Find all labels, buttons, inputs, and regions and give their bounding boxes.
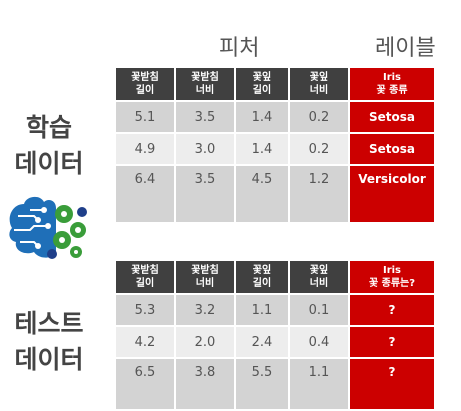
column-header: 꽃받침 길이 bbox=[116, 261, 174, 293]
label-cell: Versicolor bbox=[350, 166, 434, 222]
table-cell: 4.5 bbox=[236, 166, 288, 222]
table-cell: 5.1 bbox=[116, 102, 174, 132]
test-table: 꽃받침 길이 꽃받침 너비 꽃잎 길이 꽃잎 너비 Iris 꽃 종류는? 5.3 3.2… bbox=[114, 259, 436, 411]
label-cell: Setosa bbox=[350, 134, 434, 164]
table-cell: 5.3 bbox=[116, 295, 174, 325]
table-cell: 4.9 bbox=[116, 134, 174, 164]
brain-gears-icon bbox=[9, 196, 87, 259]
table-row: 5.1 3.5 1.4 0.2 Setosa bbox=[116, 102, 434, 132]
table-cell: 0.2 bbox=[290, 134, 348, 164]
training-header-row: 꽃받침 길이 꽃받침 너비 꽃잎 길이 꽃잎 너비 Iris 꽃 종류 bbox=[116, 68, 434, 100]
label-cell: ? bbox=[350, 295, 434, 325]
table-cell: 6.4 bbox=[116, 166, 174, 222]
table-cell: 2.4 bbox=[236, 327, 288, 357]
table-row: 4.9 3.0 1.4 0.2 Setosa bbox=[116, 134, 434, 164]
table-cell: 5.5 bbox=[236, 359, 288, 409]
table-row: 4.2 2.0 2.4 0.4 ? bbox=[116, 327, 434, 357]
table-cell: 4.2 bbox=[116, 327, 174, 357]
label-column-header: Iris 꽃 종류 bbox=[350, 68, 434, 100]
table-cell: 3.5 bbox=[176, 102, 234, 132]
table-cell: 1.2 bbox=[290, 166, 348, 222]
column-header: 꽃받침 너비 bbox=[176, 261, 234, 293]
label-cell: Setosa bbox=[350, 102, 434, 132]
table-row: 6.5 3.8 5.5 1.1 ? bbox=[116, 359, 434, 409]
table-cell: 0.4 bbox=[290, 327, 348, 357]
table-cell: 6.5 bbox=[116, 359, 174, 409]
column-header: 꽃잎 길이 bbox=[236, 261, 288, 293]
table-cell: 0.1 bbox=[290, 295, 348, 325]
column-header: 꽃잎 길이 bbox=[236, 68, 288, 100]
table-cell: 1.4 bbox=[236, 134, 288, 164]
table-cell: 1.4 bbox=[236, 102, 288, 132]
table-row: 6.4 3.5 4.5 1.2 Versicolor bbox=[116, 166, 434, 222]
label-cell: ? bbox=[350, 327, 434, 357]
table-cell: 1.1 bbox=[236, 295, 288, 325]
table-cell: 3.2 bbox=[176, 295, 234, 325]
label-cell: ? bbox=[350, 359, 434, 409]
column-header: 꽃잎 너비 bbox=[290, 68, 348, 100]
table-row: 5.3 3.2 1.1 0.1 ? bbox=[116, 295, 434, 325]
training-data-label-text: 학습 데이터 bbox=[14, 113, 84, 178]
table-cell: 0.2 bbox=[290, 102, 348, 132]
table-cell: 3.8 bbox=[176, 359, 234, 409]
label-heading: 레이블 bbox=[375, 36, 436, 61]
table-cell: 1.1 bbox=[290, 359, 348, 409]
table-cell: 3.5 bbox=[176, 166, 234, 222]
table-cell: 3.0 bbox=[176, 134, 234, 164]
label-column-header: Iris 꽃 종류는? bbox=[350, 261, 434, 293]
column-header: 꽃받침 길이 bbox=[116, 68, 174, 100]
training-table: 꽃받침 길이 꽃받침 너비 꽃잎 길이 꽃잎 너비 Iris 꽃 종류 5.1 3.5 1… bbox=[114, 66, 436, 224]
test-data-label-text: 테스트 데이터 bbox=[14, 309, 84, 374]
table-cell: 2.0 bbox=[176, 327, 234, 357]
test-header-row: 꽃받침 길이 꽃받침 너비 꽃잎 길이 꽃잎 너비 Iris 꽃 종류는? bbox=[116, 261, 434, 293]
features-heading: 피처 bbox=[219, 36, 260, 61]
training-data-label: 학습 데이터 bbox=[8, 110, 90, 182]
column-header: 꽃잎 너비 bbox=[290, 261, 348, 293]
test-data-label: 테스트 데이터 bbox=[8, 306, 90, 378]
column-header: 꽃받침 너비 bbox=[176, 68, 234, 100]
